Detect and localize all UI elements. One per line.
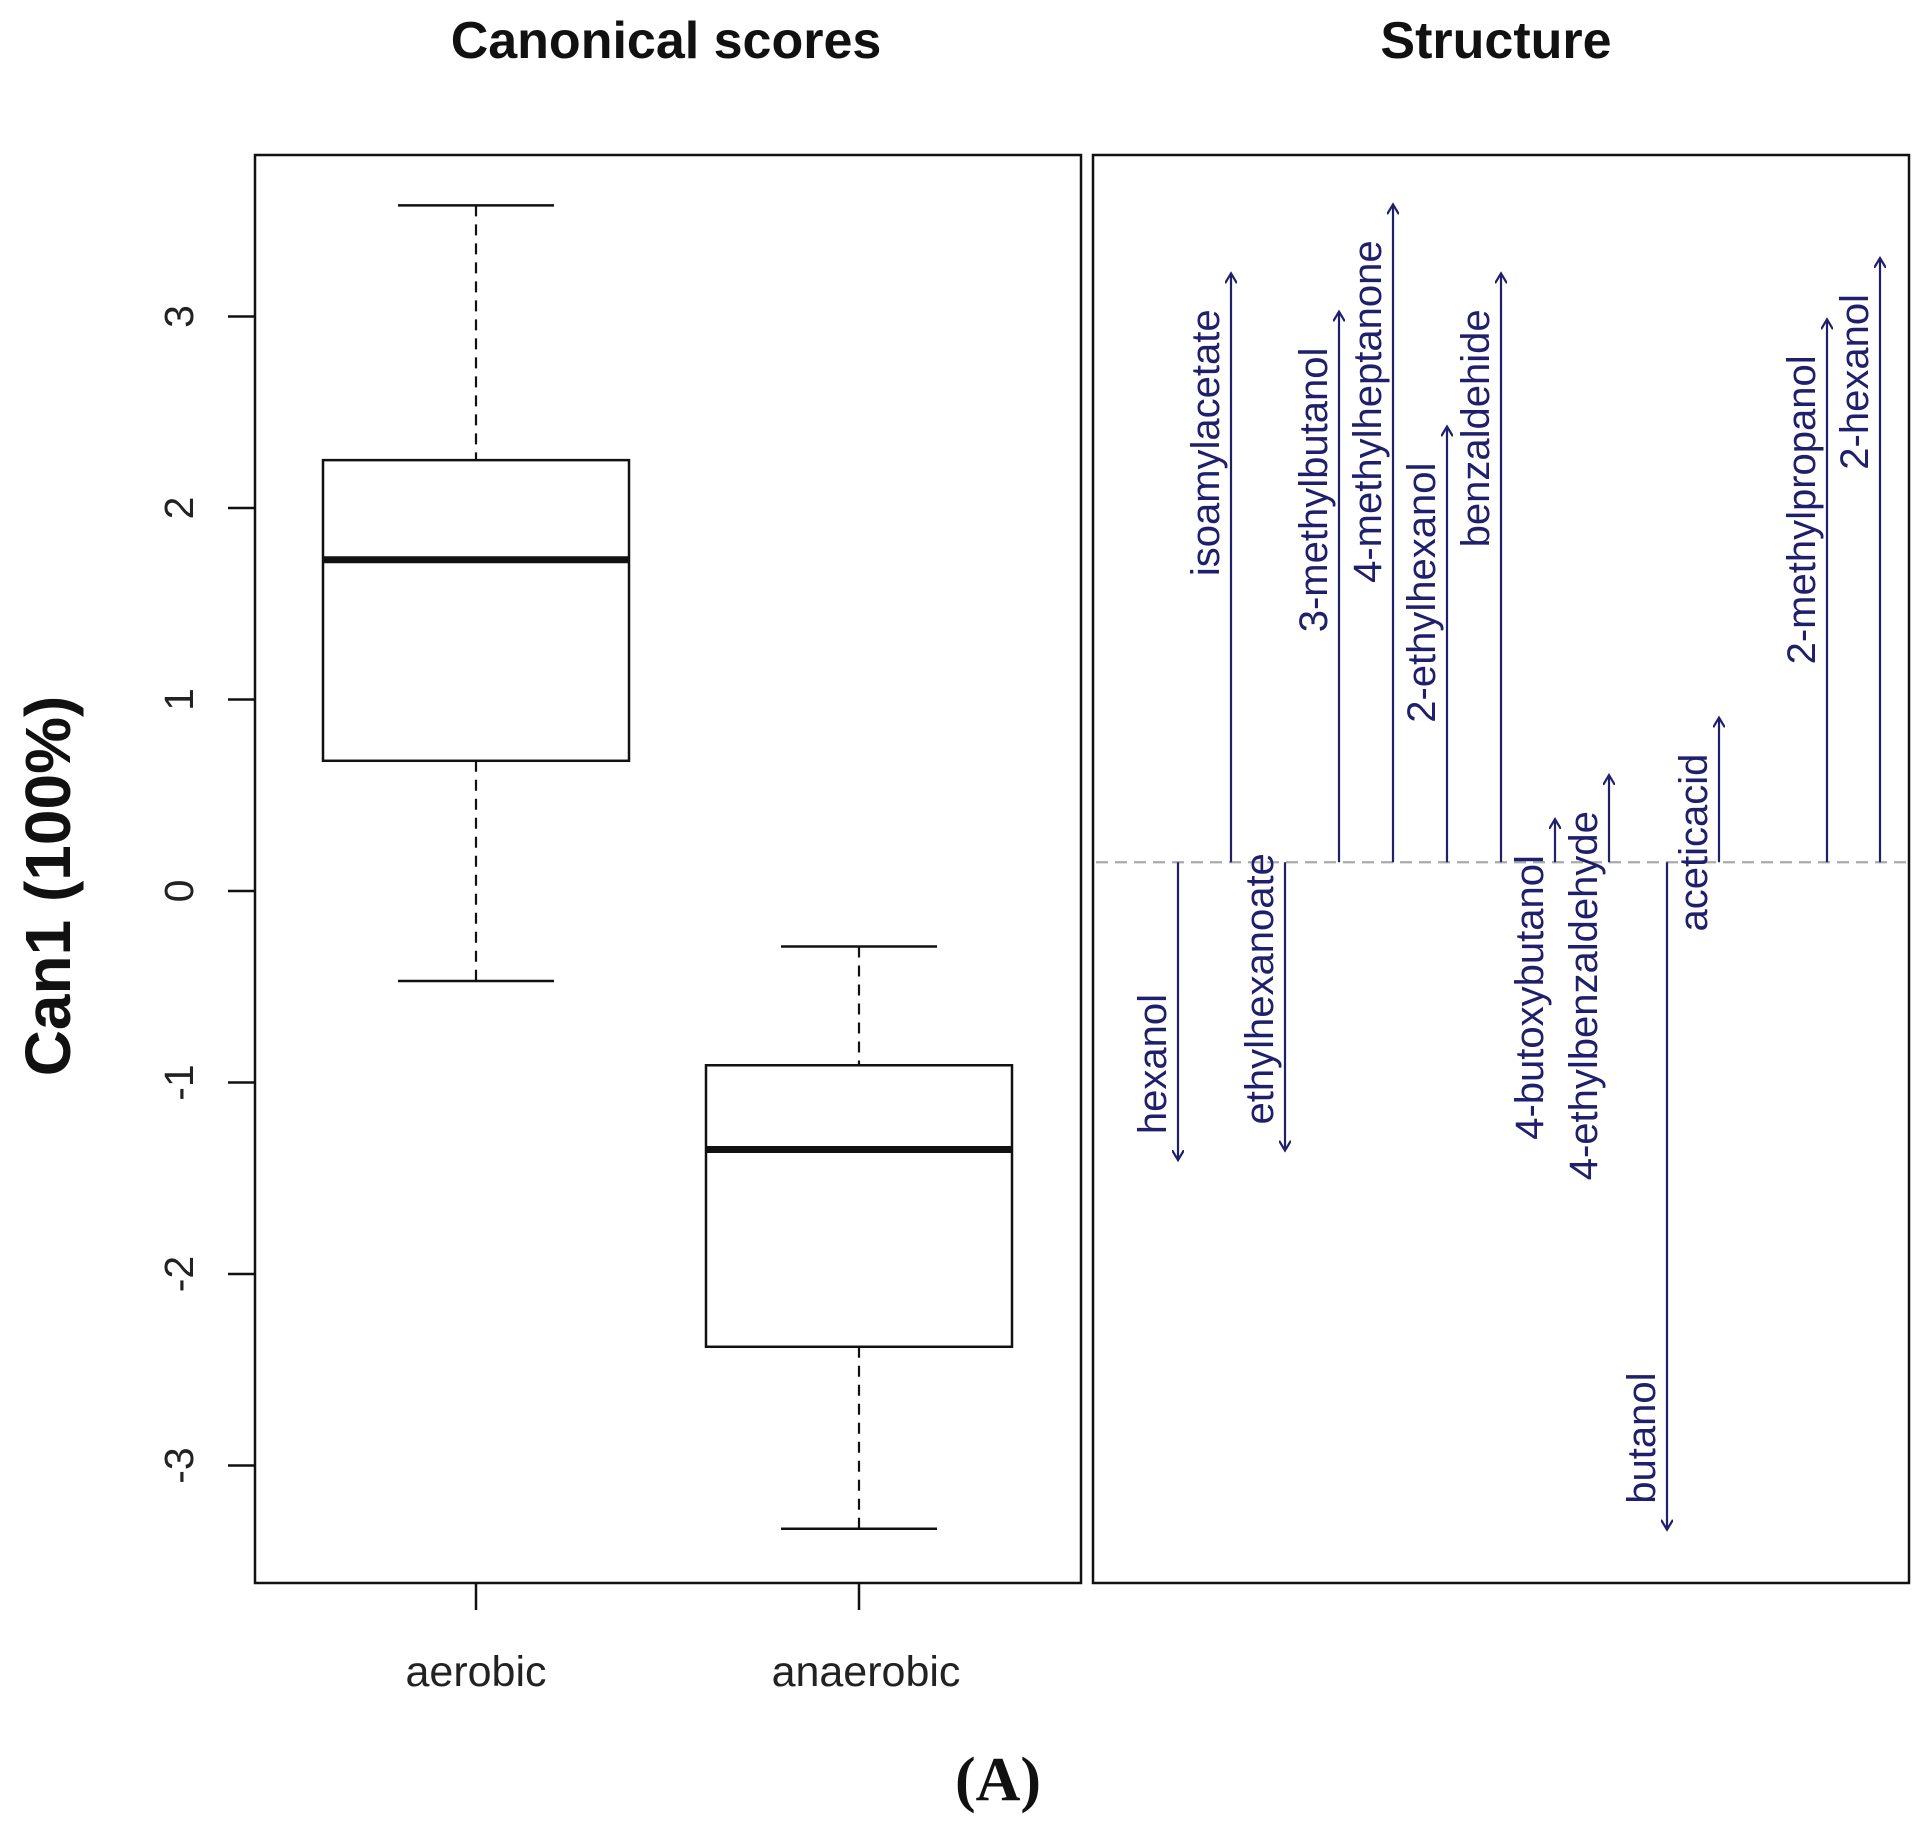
x-label-aerobic: aerobic [405, 1648, 546, 1696]
loading-4-ethylbenzaldehyde: 4-ethylbenzaldehyde [1562, 776, 1609, 1180]
y-axis-label: Can1 (100%) [12, 696, 84, 1077]
loading-label: 2-methylpropanol [1780, 355, 1824, 664]
x-axis: aerobic anaerobic [405, 1583, 960, 1696]
loading-4-methylheptanone: 4-methylheptanone [1346, 205, 1393, 863]
x-label-anaerobic: anaerobic [772, 1648, 961, 1696]
interquartile-box [704, 1064, 1014, 1349]
y-axis: 3 2 1 0 -1 -2 -3 [156, 305, 255, 1484]
interquartile-box [321, 458, 631, 763]
y-tick-label: 3 [156, 305, 202, 328]
loading-label: ethylhexanoate [1238, 853, 1282, 1124]
y-tick-label: -3 [156, 1447, 202, 1483]
loading-label: 2-hexanol [1833, 294, 1877, 470]
loading-hexanol: hexanol [1131, 862, 1178, 1159]
loading-2-methylpropanol: 2-methylpropanol [1780, 320, 1827, 863]
loading-isoamylacetate: isoamylacetate [1184, 274, 1231, 863]
y-tick-label: 0 [156, 880, 202, 903]
y-tick-label: 2 [156, 497, 202, 520]
y-tick-label: -2 [156, 1256, 202, 1292]
loading-label: 4-ethylbenzaldehyde [1562, 811, 1606, 1180]
loading-ethylhexanoate: ethylhexanoate [1238, 853, 1285, 1149]
boxplot-aerobic [321, 204, 631, 983]
loading-2-ethylhexanol: 2-ethylhexanol [1400, 428, 1447, 863]
scores-title: Canonical scores [451, 12, 882, 70]
loading-label: 2-ethylhexanol [1400, 463, 1444, 723]
loading-3-methylbutanol: 3-methylbutanol [1292, 313, 1339, 863]
loading-label: benzaldehide [1454, 309, 1498, 547]
boxplot-anaerobic [704, 945, 1014, 1530]
structure-plot-frame [1091, 153, 1911, 1585]
loading-2-hexanol: 2-hexanol [1833, 259, 1880, 863]
loading-aceticacid: aceticacid [1672, 719, 1719, 932]
loading-label: 3-methylbutanol [1292, 348, 1336, 633]
loading-4-butoxybutanol: 4-butoxybutanol [1508, 820, 1555, 1140]
panel-label: (A) [955, 1746, 1041, 1814]
loading-label: 4-methylheptanone [1346, 240, 1390, 582]
loading-label: butanol [1620, 1372, 1664, 1503]
loading-label: 4-butoxybutanol [1508, 855, 1552, 1140]
boxplots [321, 204, 1014, 1530]
y-tick-label: -1 [156, 1064, 202, 1100]
loading-butanol: butanol [1620, 862, 1667, 1528]
structure-arrows: hexanol isoamylacetate ethylhexanoate 3-met… [1096, 205, 1906, 1528]
loading-label: hexanol [1131, 994, 1175, 1134]
loading-benzaldehide: benzaldehide [1454, 274, 1501, 863]
scores-plot-frame [253, 153, 1083, 1585]
loading-label: aceticacid [1672, 754, 1716, 932]
loading-label: isoamylacetate [1184, 309, 1228, 576]
structure-title: Structure [1380, 12, 1611, 70]
y-tick-label: 1 [156, 688, 202, 711]
